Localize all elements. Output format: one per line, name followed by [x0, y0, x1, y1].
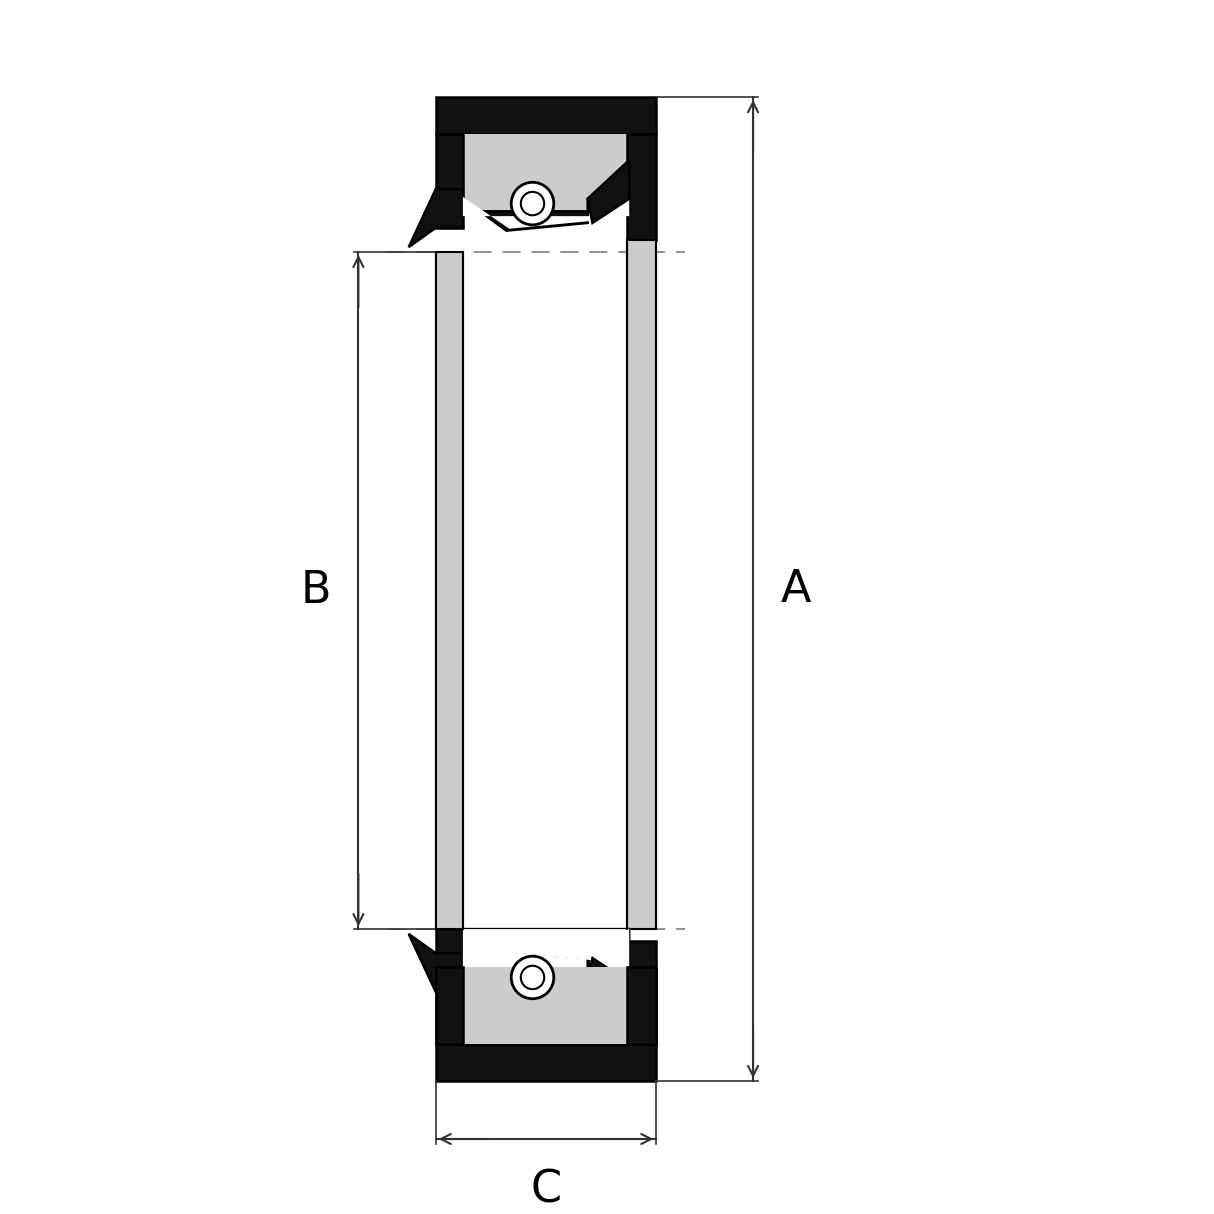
Polygon shape [628, 240, 657, 929]
Polygon shape [628, 941, 657, 1044]
Polygon shape [436, 966, 463, 1044]
Polygon shape [463, 172, 629, 228]
Polygon shape [436, 982, 463, 1044]
Polygon shape [436, 97, 657, 134]
Polygon shape [463, 134, 628, 211]
Text: A: A [781, 568, 811, 611]
Polygon shape [436, 134, 463, 211]
Circle shape [511, 957, 554, 999]
Polygon shape [409, 934, 463, 992]
Polygon shape [463, 175, 629, 231]
Polygon shape [588, 160, 629, 223]
Polygon shape [436, 211, 463, 228]
Polygon shape [436, 253, 463, 929]
Circle shape [521, 192, 544, 215]
Polygon shape [628, 966, 657, 1044]
Polygon shape [588, 958, 629, 1021]
Circle shape [511, 182, 554, 225]
Polygon shape [409, 189, 463, 248]
Text: B: B [301, 569, 331, 612]
Circle shape [521, 966, 544, 989]
Polygon shape [436, 1044, 657, 1080]
Polygon shape [436, 929, 463, 953]
Polygon shape [628, 134, 657, 240]
Polygon shape [463, 929, 629, 1006]
Text: C: C [531, 1168, 562, 1212]
Polygon shape [463, 966, 628, 1044]
Polygon shape [463, 929, 629, 1009]
